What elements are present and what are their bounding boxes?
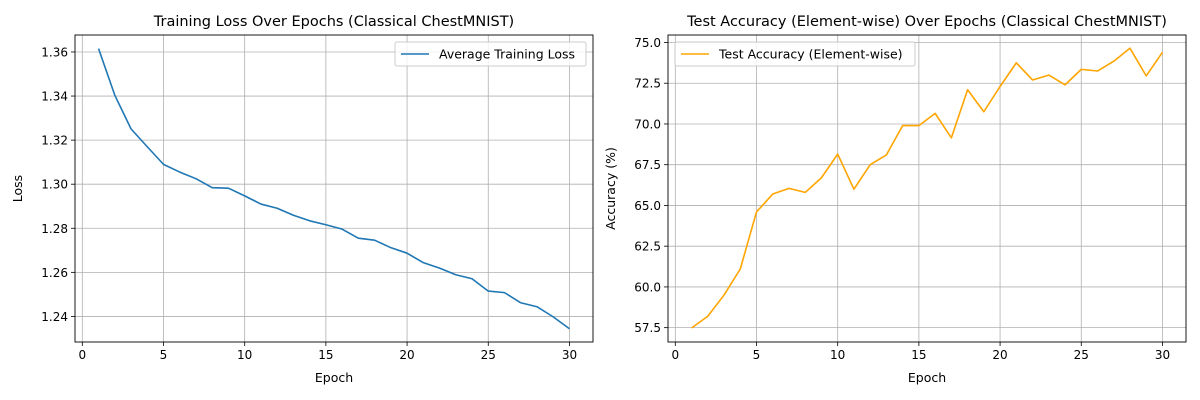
y-tick-label: 75.0 (634, 36, 661, 50)
y-tick-label: 1.36 (41, 45, 68, 59)
y-tick-label: 62.5 (634, 240, 661, 254)
chart-title: Test Accuracy (Element-wise) Over Epochs… (686, 14, 1167, 30)
x-tick-label: 30 (562, 348, 577, 362)
chart-test-accuracy: 0 5 10 15 20 25 30 57.5 60.0 62.5 65.0 67.5 70.0 72.5… (603, 14, 1187, 385)
y-tick-label: 67.5 (634, 158, 661, 172)
y-tick-label: 70.0 (634, 117, 661, 131)
axes-frame (667, 34, 1187, 343)
legend: Test Accuracy (Element-wise) (674, 41, 916, 67)
legend: Average Training Loss (394, 41, 587, 67)
legend-box (674, 41, 916, 67)
x-tick-label: 20 (992, 348, 1007, 362)
chart-training-loss: 0 5 10 15 20 25 30 1.24 1.26 1.28 1.30 1.32 1.34 1.36… (10, 14, 594, 385)
y-tick-label: 1.24 (41, 310, 68, 324)
x-tick-label: 15 (911, 348, 926, 362)
y-tick-label: 72.5 (634, 77, 661, 91)
axes-frame (74, 34, 594, 343)
series-line (691, 47, 1164, 329)
y-axis-label: Loss (10, 175, 25, 202)
y-tick-label: 1.28 (41, 222, 68, 236)
legend-label: Average Training Loss (439, 47, 575, 62)
y-tick-label: 65.0 (634, 199, 661, 213)
y-tick-label: 57.5 (634, 321, 661, 335)
x-axis-label: Epoch (908, 370, 946, 385)
y-tick-label: 60.0 (634, 280, 661, 294)
y-tick-label: 1.32 (41, 134, 68, 148)
x-tick-label: 5 (753, 348, 761, 362)
x-tick-label: 10 (237, 348, 252, 362)
series-line (97, 48, 570, 330)
legend-label: Test Accuracy (Element-wise) (718, 47, 903, 62)
x-tick-label: 5 (160, 348, 168, 362)
x-tick-label: 10 (830, 348, 845, 362)
y-tick-label: 1.26 (41, 266, 68, 280)
y-tick-label: 1.34 (41, 90, 68, 104)
x-tick-label: 25 (1074, 348, 1089, 362)
x-tick-label: 15 (318, 348, 333, 362)
x-tick-label: 30 (1155, 348, 1170, 362)
x-axis-label: Epoch (315, 370, 353, 385)
x-tick-label: 0 (671, 348, 679, 362)
x-tick-label: 20 (399, 348, 414, 362)
legend-box (394, 41, 587, 67)
y-axis-label: Accuracy (%) (603, 147, 618, 230)
y-tick-label: 1.30 (41, 178, 68, 192)
x-tick-label: 0 (78, 348, 86, 362)
chart-title: Training Loss Over Epochs (Classical Che… (153, 14, 514, 30)
x-tick-label: 25 (481, 348, 496, 362)
